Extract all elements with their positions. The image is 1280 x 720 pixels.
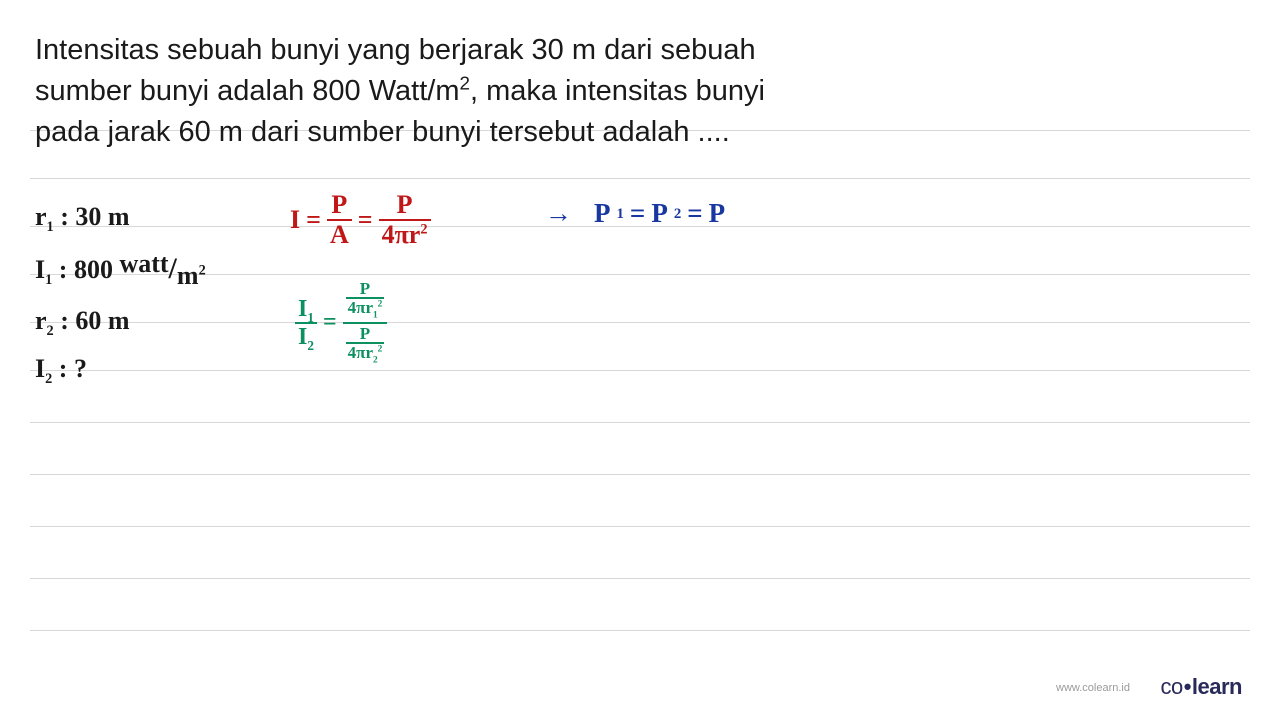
power-equality: → P1 = P2 = P [545,198,725,229]
watermark-url: www.colearn.id [1056,682,1130,694]
ruled-line [30,370,1250,371]
brand-logo: co•learn [1160,674,1242,700]
problem-sup: 2 [459,73,469,94]
intensity-formula: I = P A = P 4πr2 [290,192,431,248]
problem-line-2a: sumber bunyi adalah 800 Watt/m [35,75,459,107]
fraction-complex-ratio: P 4πr12 P 4πr22 [343,280,388,365]
given-i1: I1 : 800 watt/m2 [35,241,206,297]
problem-statement: Intensitas sebuah bunyi yang berjarak 30… [35,30,865,154]
ruled-line [30,274,1250,275]
ruled-line [30,630,1250,631]
given-i2: I2 : ? [35,345,206,393]
ruled-line [30,578,1250,579]
arrow-icon: → [545,198,572,229]
fraction-p-over-4pir2: P 4πr2 [379,192,431,248]
ratio-derivation: I1 I2 = P 4πr12 P 4πr22 [295,280,387,365]
problem-line-1: Intensitas sebuah bunyi yang berjarak 30… [35,34,756,66]
ruled-line [30,322,1250,323]
ruled-line [30,422,1250,423]
given-values: r1 : 30 m I1 : 800 watt/m2 r2 : 60 m I2 … [35,193,206,393]
ruled-line [30,526,1250,527]
given-r1: r1 : 30 m [35,193,206,241]
ruled-line [30,178,1250,179]
given-r2: r2 : 60 m [35,297,206,345]
ruled-line [30,474,1250,475]
fraction-p-over-a: P A [327,192,352,248]
problem-line-2b: , maka intensitas bunyi [470,75,765,107]
problem-line-3: pada jarak 60 m dari sumber bunyi terseb… [35,116,730,148]
fraction-i1-over-i2: I1 I2 [295,297,317,349]
